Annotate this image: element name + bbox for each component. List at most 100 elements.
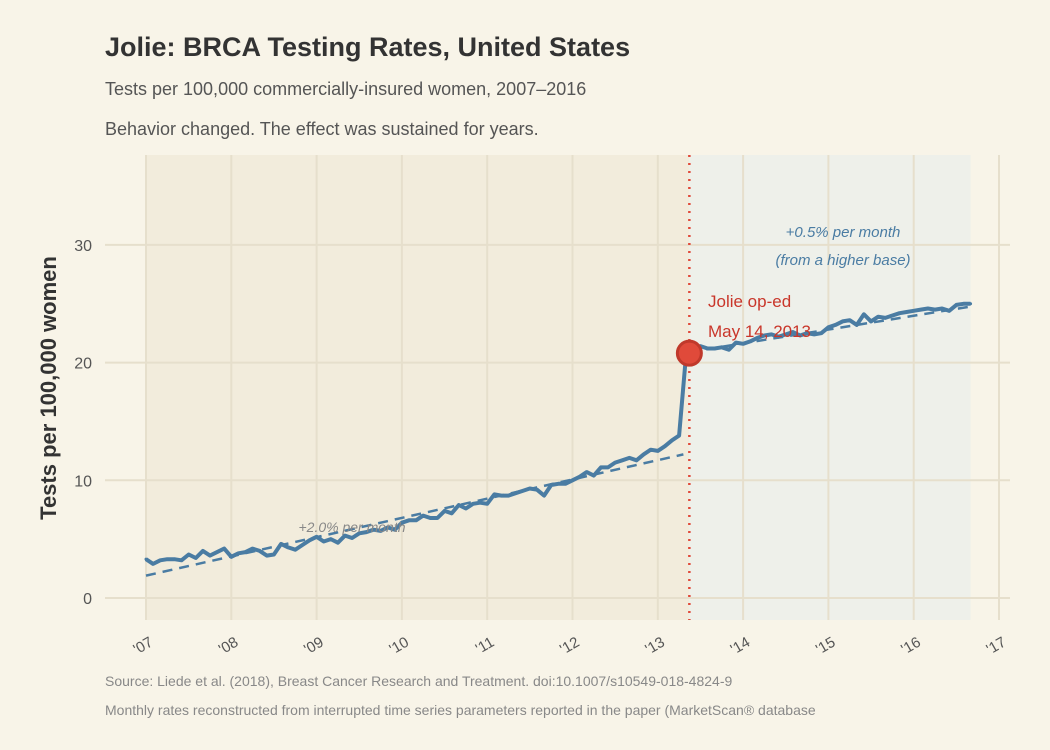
x-tick-label: '10 xyxy=(386,634,411,659)
chart-subtitle-2: Behavior changed. The effect was sustain… xyxy=(105,119,539,139)
y-tick-label: 10 xyxy=(74,473,92,490)
data-point xyxy=(571,478,574,482)
data-point xyxy=(478,501,482,505)
data-point xyxy=(585,470,589,474)
data-point xyxy=(897,311,901,315)
data-point xyxy=(663,444,667,448)
data-point xyxy=(947,309,951,313)
data-point xyxy=(940,306,944,310)
data-point xyxy=(350,536,354,540)
data-point xyxy=(933,308,937,312)
event-label: Jolie op-ed xyxy=(708,292,791,311)
data-point xyxy=(727,348,731,352)
data-point xyxy=(307,538,311,542)
data-point xyxy=(848,318,852,322)
data-point xyxy=(620,458,624,462)
x-tick-label: '15 xyxy=(813,634,838,659)
data-point xyxy=(599,465,603,469)
data-point xyxy=(393,528,397,532)
data-point xyxy=(364,530,368,534)
data-point xyxy=(734,341,738,345)
data-point xyxy=(556,482,560,486)
data-point xyxy=(627,456,631,460)
data-point xyxy=(613,461,617,465)
data-point xyxy=(443,509,447,513)
data-point xyxy=(961,302,965,306)
post-trend-label: +0.5% per month xyxy=(786,224,901,241)
chart-title: Jolie: BRCA Testing Rates, United States xyxy=(105,32,631,62)
post-trend-sublabel: (from a higher base) xyxy=(775,252,910,269)
data-point xyxy=(713,346,717,350)
data-point xyxy=(670,438,674,442)
data-point xyxy=(336,541,340,545)
data-point xyxy=(236,551,240,555)
data-point xyxy=(812,332,816,336)
event-point xyxy=(675,339,703,367)
data-point xyxy=(158,558,162,562)
data-point xyxy=(272,552,276,556)
data-point xyxy=(706,346,710,350)
data-point xyxy=(300,543,304,547)
y-axis-label: Tests per 100,000 women xyxy=(36,256,61,520)
data-point xyxy=(208,554,212,558)
trend-line-post xyxy=(689,304,974,354)
data-point xyxy=(421,514,425,518)
data-point xyxy=(741,342,745,346)
data-point xyxy=(457,503,461,507)
y-tick-label: 0 xyxy=(83,591,92,608)
y-tick-label: 30 xyxy=(74,238,92,255)
data-point xyxy=(507,494,511,498)
data-point xyxy=(165,557,169,561)
data-point xyxy=(883,316,887,320)
data-point xyxy=(805,331,809,335)
data-point xyxy=(499,494,503,498)
data-point xyxy=(528,487,532,491)
data-point xyxy=(755,336,759,340)
data-point xyxy=(357,531,361,535)
data-point xyxy=(919,308,923,312)
data-point xyxy=(286,545,290,549)
data-point xyxy=(293,548,297,552)
data-point xyxy=(329,537,333,541)
data-point xyxy=(720,345,724,349)
data-point xyxy=(144,557,148,561)
data-point xyxy=(194,556,198,560)
data-point xyxy=(222,547,226,551)
data-point xyxy=(677,434,681,438)
data-point xyxy=(592,474,596,478)
x-tick-label: '16 xyxy=(898,634,923,659)
x-tick-label: '11 xyxy=(473,634,497,658)
data-point xyxy=(784,332,788,336)
data-point xyxy=(187,552,191,556)
data-point xyxy=(322,540,326,544)
data-point xyxy=(905,310,909,314)
data-point xyxy=(634,458,638,462)
data-point xyxy=(492,492,496,496)
post-period-shade xyxy=(689,155,971,620)
data-point xyxy=(855,323,859,327)
data-point xyxy=(514,491,518,495)
data-point xyxy=(229,555,233,559)
data-point xyxy=(450,511,454,515)
data-point xyxy=(521,489,525,493)
data-point xyxy=(954,303,958,307)
x-tick-label: '13 xyxy=(642,634,667,659)
data-point xyxy=(563,482,567,486)
data-point xyxy=(926,306,930,310)
data-point xyxy=(862,312,866,316)
data-point xyxy=(371,528,375,532)
data-point xyxy=(400,521,404,525)
x-tick-label: '09 xyxy=(301,634,326,659)
data-point xyxy=(890,314,894,318)
data-point xyxy=(172,557,176,561)
data-point xyxy=(542,494,546,498)
x-tick-label: '08 xyxy=(216,634,241,659)
source-note: Source: Liede et al. (2018), Breast Canc… xyxy=(105,673,733,689)
data-point xyxy=(485,502,489,506)
data-point xyxy=(471,502,475,506)
data-point xyxy=(969,302,973,306)
data-point xyxy=(535,488,539,492)
data-point xyxy=(606,465,610,469)
data-point xyxy=(798,334,802,338)
